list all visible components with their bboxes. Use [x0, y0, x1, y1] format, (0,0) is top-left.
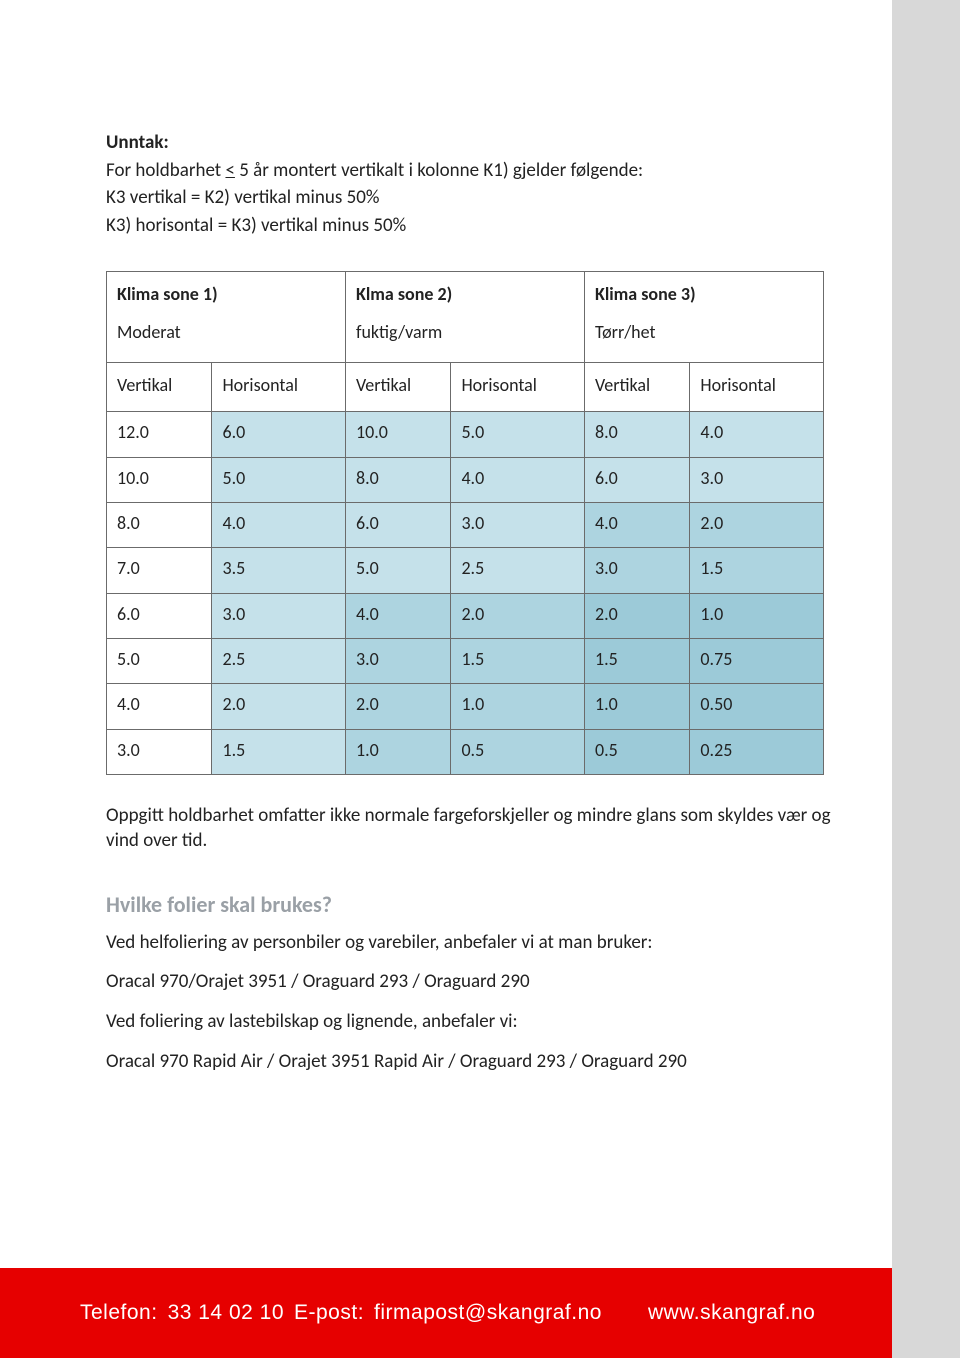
section-p2: Oracal 970/Orajet 3951 / Oraguard 293 / …	[106, 969, 892, 995]
table-cell: 3.0	[212, 593, 346, 638]
sub-4: Horisontal	[451, 363, 585, 412]
zone-header-2: Klma sone 2) fuktig/varm	[345, 271, 584, 363]
table-cell: 2.0	[584, 593, 689, 638]
right-margin-stripe	[892, 0, 960, 1358]
intro-line-1-post: 5 år montert vertikalt i kolonne K1) gje…	[235, 159, 643, 182]
table-cell: 4.0	[345, 593, 450, 638]
table-cell: 0.5	[451, 729, 585, 774]
table-cell: 1.5	[212, 729, 346, 774]
table-cell: 8.0	[584, 412, 689, 457]
section-p4: Oracal 970 Rapid Air / Orajet 3951 Rapid…	[106, 1049, 892, 1075]
zone-3-title: Klima sone 3)	[595, 282, 813, 306]
zone-2-subtitle: fuktig/varm	[356, 321, 442, 343]
intro-line-1-pre: For holdbarhet	[106, 159, 225, 182]
after-table-text: Oppgitt holdbarhet omfatter ikke normale…	[106, 803, 846, 854]
table-cell: 7.0	[107, 548, 212, 593]
table-cell: 3.5	[212, 548, 346, 593]
table-cell: 5.0	[107, 638, 212, 683]
table-cell: 3.0	[345, 638, 450, 683]
table-cell: 3.0	[584, 548, 689, 593]
table-cell: 1.5	[690, 548, 824, 593]
table-cell: 8.0	[107, 503, 212, 548]
table-row: 3.01.51.00.50.50.25	[107, 729, 824, 774]
zone-header-1: Klima sone 1) Moderat	[107, 271, 346, 363]
footer-phone: 33 14 02 10	[168, 1301, 284, 1325]
table-cell: 2.0	[451, 593, 585, 638]
table-cell: 3.0	[107, 729, 212, 774]
zone-3-subtitle: Tørr/het	[595, 321, 656, 343]
table-zone-row: Klima sone 1) Moderat Klma sone 2) fukti…	[107, 271, 824, 363]
sub-3: Vertikal	[345, 363, 450, 412]
table-row: 12.06.010.05.08.04.0	[107, 412, 824, 457]
table-cell: 10.0	[107, 457, 212, 502]
table-cell: 0.5	[584, 729, 689, 774]
footer-left: Telefon: 33 14 02 10 E-post: firmapost@s…	[80, 1301, 602, 1325]
table-cell: 2.0	[345, 684, 450, 729]
page: Unntak: For holdbarhet < 5 år montert ve…	[0, 0, 960, 1358]
table-cell: 0.25	[690, 729, 824, 774]
table-row: 5.02.53.01.51.50.75	[107, 638, 824, 683]
table-cell: 6.0	[345, 503, 450, 548]
table-cell: 2.5	[451, 548, 585, 593]
table-cell: 0.50	[690, 684, 824, 729]
table-cell: 5.0	[212, 457, 346, 502]
footer-url: www.skangraf.no	[648, 1301, 815, 1325]
table-cell: 4.0	[451, 457, 585, 502]
zone-1-title: Klima sone 1)	[117, 282, 335, 306]
section-p1: Ved helfoliering av personbiler og vareb…	[106, 930, 892, 956]
table-cell: 4.0	[212, 503, 346, 548]
table-cell: 8.0	[345, 457, 450, 502]
table-cell: 10.0	[345, 412, 450, 457]
table-cell: 4.0	[690, 412, 824, 457]
durability-table: Klima sone 1) Moderat Klma sone 2) fukti…	[106, 271, 824, 775]
table-cell: 1.0	[584, 684, 689, 729]
section-p3: Ved foliering av lastebilskap og lignend…	[106, 1009, 892, 1035]
footer-email-label: E-post:	[294, 1301, 364, 1325]
zone-header-3: Klima sone 3) Tørr/het	[584, 271, 823, 363]
table-cell: 0.75	[690, 638, 824, 683]
table-cell: 3.0	[451, 503, 585, 548]
table-body: 12.06.010.05.08.04.010.05.08.04.06.03.08…	[107, 412, 824, 774]
content-area: Unntak: For holdbarhet < 5 år montert ve…	[0, 0, 892, 1088]
intro-line-1-underline: <	[225, 159, 234, 182]
table-cell: 1.5	[584, 638, 689, 683]
table-cell: 5.0	[345, 548, 450, 593]
table-row: 7.03.55.02.53.01.5	[107, 548, 824, 593]
table-cell: 5.0	[451, 412, 585, 457]
table-cell: 2.0	[690, 503, 824, 548]
table-cell: 2.0	[212, 684, 346, 729]
table-cell: 4.0	[107, 684, 212, 729]
table-cell: 6.0	[212, 412, 346, 457]
table-row: 8.04.06.03.04.02.0	[107, 503, 824, 548]
table-row: 6.03.04.02.02.01.0	[107, 593, 824, 638]
table-cell: 2.5	[212, 638, 346, 683]
sub-2: Horisontal	[212, 363, 346, 412]
intro-heading: Unntak:	[106, 130, 892, 156]
footer-bar: Telefon: 33 14 02 10 E-post: firmapost@s…	[0, 1268, 892, 1358]
zone-1-subtitle: Moderat	[117, 321, 181, 343]
table-cell: 1.0	[345, 729, 450, 774]
table-cell: 1.0	[690, 593, 824, 638]
table-cell: 4.0	[584, 503, 689, 548]
table-row: 4.02.02.01.01.00.50	[107, 684, 824, 729]
sub-5: Vertikal	[584, 363, 689, 412]
sub-1: Vertikal	[107, 363, 212, 412]
intro-line-2: K3 vertikal = K2) vertikal minus 50%	[106, 185, 892, 211]
table-row: 10.05.08.04.06.03.0	[107, 457, 824, 502]
intro-line-1: For holdbarhet < 5 år montert vertikalt …	[106, 158, 892, 184]
table-cell: 3.0	[690, 457, 824, 502]
table-cell: 1.0	[451, 684, 585, 729]
table-sub-row: Vertikal Horisontal Vertikal Horisontal …	[107, 363, 824, 412]
table-cell: 12.0	[107, 412, 212, 457]
sub-6: Horisontal	[690, 363, 824, 412]
table-cell: 6.0	[107, 593, 212, 638]
footer-email: firmapost@skangraf.no	[374, 1301, 602, 1325]
table-cell: 6.0	[584, 457, 689, 502]
table-cell: 1.5	[451, 638, 585, 683]
intro-line-3: K3) horisontal = K3) vertikal minus 50%	[106, 213, 892, 239]
zone-2-title: Klma sone 2)	[356, 282, 574, 306]
footer-phone-label: Telefon:	[80, 1301, 158, 1325]
section-title: Hvilke folier skal brukes?	[106, 890, 892, 920]
